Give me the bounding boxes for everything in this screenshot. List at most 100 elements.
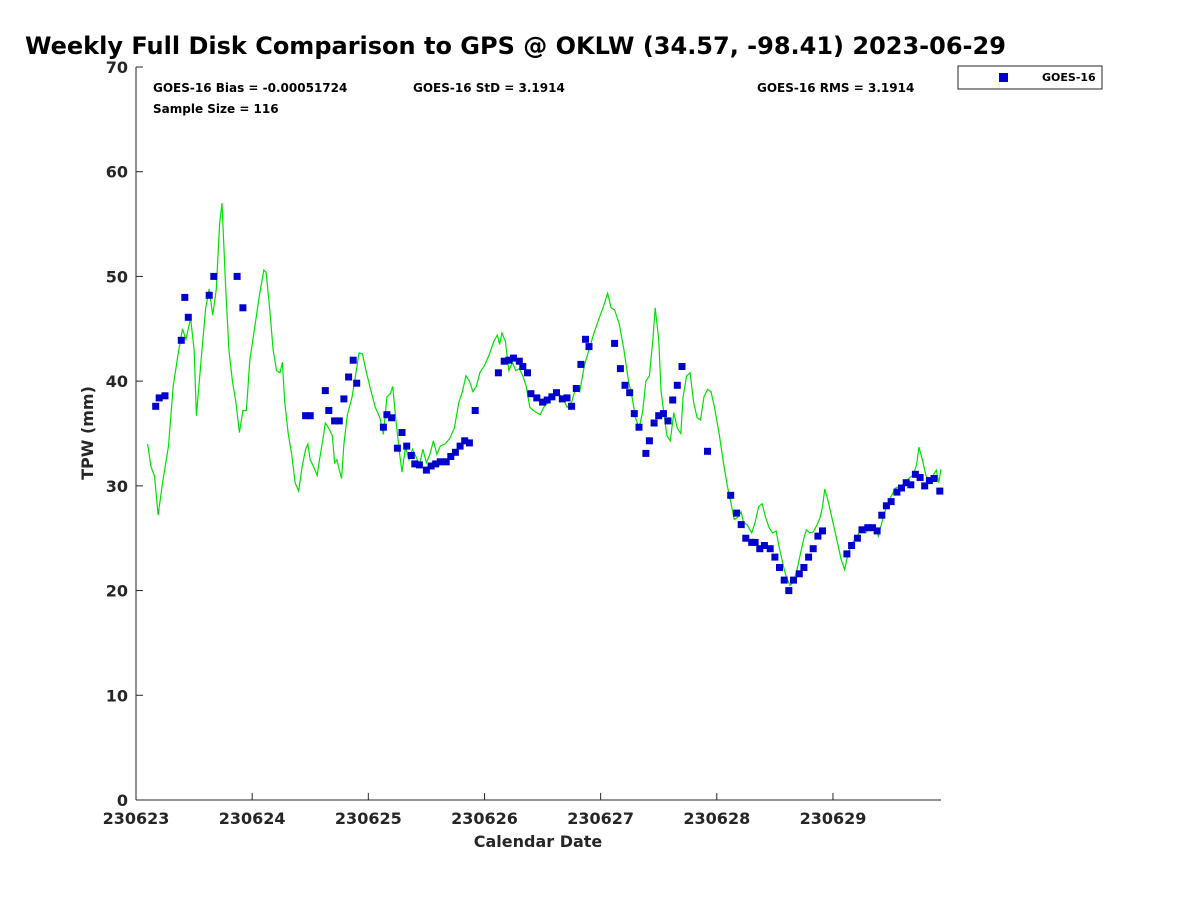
scatter-point xyxy=(809,545,817,553)
scatter-point xyxy=(407,452,415,459)
scatter-point xyxy=(383,411,391,419)
scatter-point xyxy=(785,587,793,595)
gps-line xyxy=(147,203,942,587)
scatter-point xyxy=(533,394,541,402)
scatter-point xyxy=(819,527,826,535)
scatter-point xyxy=(645,437,653,445)
y-tick-label: 60 xyxy=(106,163,128,182)
scatter-point xyxy=(403,442,411,450)
stat-rms: GOES-16 RMS = 3.1914 xyxy=(757,81,914,95)
scatter-point xyxy=(853,534,861,542)
scatter-point xyxy=(848,542,856,549)
scatter-point xyxy=(751,538,759,546)
scatter-point xyxy=(858,526,866,534)
scatter-point xyxy=(936,487,944,495)
scatter-point xyxy=(340,395,348,403)
scatter-point xyxy=(465,439,473,447)
x-tick-label: 230627 xyxy=(567,809,634,828)
scatter-point xyxy=(527,390,535,398)
scatter-point xyxy=(558,395,566,403)
legend-box xyxy=(957,65,1103,90)
scatter-point xyxy=(548,393,556,401)
scatter-point xyxy=(379,423,387,431)
scatter-point xyxy=(907,481,915,489)
scatter-point xyxy=(415,461,423,469)
scatter-point xyxy=(873,527,881,535)
scatter-point xyxy=(630,410,638,418)
scatter-point xyxy=(181,293,189,301)
y-tick-label: 70 xyxy=(106,58,128,77)
scatter-point xyxy=(335,417,343,425)
scatter-point xyxy=(447,453,455,460)
scatter-point xyxy=(911,470,919,478)
scatter-point xyxy=(621,381,629,389)
x-tick-label: 230625 xyxy=(335,809,402,828)
x-tick-label: 230624 xyxy=(219,809,286,828)
y-ticks: 0 10 20 30 40 50 60 70 xyxy=(106,58,143,810)
scatter-point xyxy=(814,532,822,540)
scatter-point xyxy=(616,365,624,373)
scatter-point xyxy=(494,369,502,377)
y-tick-label: 10 xyxy=(106,686,128,705)
scatter-point xyxy=(878,511,886,519)
scatter-point xyxy=(515,357,523,365)
scatter-point xyxy=(766,545,774,553)
scatter-point xyxy=(585,343,593,351)
x-tick-label: 230626 xyxy=(451,809,518,828)
plot-area: 0 10 20 30 40 50 60 70 230623 230624 230625 230626… xyxy=(103,58,944,828)
scatter-point xyxy=(898,484,905,492)
scatter-point xyxy=(930,475,938,482)
scatter-point xyxy=(155,394,163,402)
scatter-point xyxy=(161,392,169,400)
scatter-point xyxy=(669,396,677,404)
scatter-point xyxy=(302,412,310,420)
scatter-point xyxy=(539,398,547,406)
scatter-point xyxy=(673,381,681,389)
scatter-point xyxy=(510,354,517,362)
scatter-point xyxy=(659,410,667,418)
scatter-point xyxy=(704,447,711,455)
scatter-point xyxy=(505,356,513,364)
scatter-point xyxy=(626,389,634,397)
y-tick-label: 50 xyxy=(106,267,128,286)
x-ticks: 230623 230624 230625 230626 230627 230628 2306… xyxy=(103,793,867,828)
scatter-point xyxy=(177,336,185,344)
scatter-point xyxy=(456,442,464,450)
scatter-point xyxy=(233,272,241,280)
x-tick-label: 230623 xyxy=(103,809,170,828)
scatter-point xyxy=(655,412,663,420)
scatter-point xyxy=(916,474,924,481)
gps-line-series xyxy=(147,203,942,587)
scatter-point xyxy=(345,373,353,381)
scatter-point xyxy=(205,291,213,299)
scatter-point xyxy=(331,417,339,425)
scatter-point xyxy=(737,521,745,529)
stat-sample-size: Sample Size = 116 xyxy=(153,102,279,116)
x-tick-label: 230629 xyxy=(800,809,867,828)
scatter-point xyxy=(500,357,508,365)
scatter-point xyxy=(210,272,218,280)
scatter-point xyxy=(572,385,580,392)
scatter-point xyxy=(184,313,192,321)
scatter-point xyxy=(843,550,851,558)
scatter-point xyxy=(152,402,160,410)
y-tick-label: 0 xyxy=(117,791,128,810)
scatter-point xyxy=(239,304,247,312)
scatter-point xyxy=(921,482,929,490)
scatter-point xyxy=(411,460,419,468)
scatter-point xyxy=(887,498,895,506)
scatter-point xyxy=(519,363,527,370)
scatter-point xyxy=(388,414,396,422)
y-tick-label: 20 xyxy=(106,582,128,601)
scatter-point xyxy=(790,576,797,584)
scatter-point xyxy=(553,389,560,397)
scatter-point xyxy=(427,462,435,470)
scatter-point xyxy=(893,488,901,496)
y-tick-label: 30 xyxy=(106,477,128,496)
scatter-point xyxy=(582,335,589,343)
scatter-point xyxy=(577,360,585,368)
scatter-point xyxy=(742,534,750,542)
scatter-point xyxy=(650,419,658,427)
scatter-point xyxy=(756,545,764,553)
stat-bias: GOES-16 Bias = -0.00051724 xyxy=(153,81,347,95)
